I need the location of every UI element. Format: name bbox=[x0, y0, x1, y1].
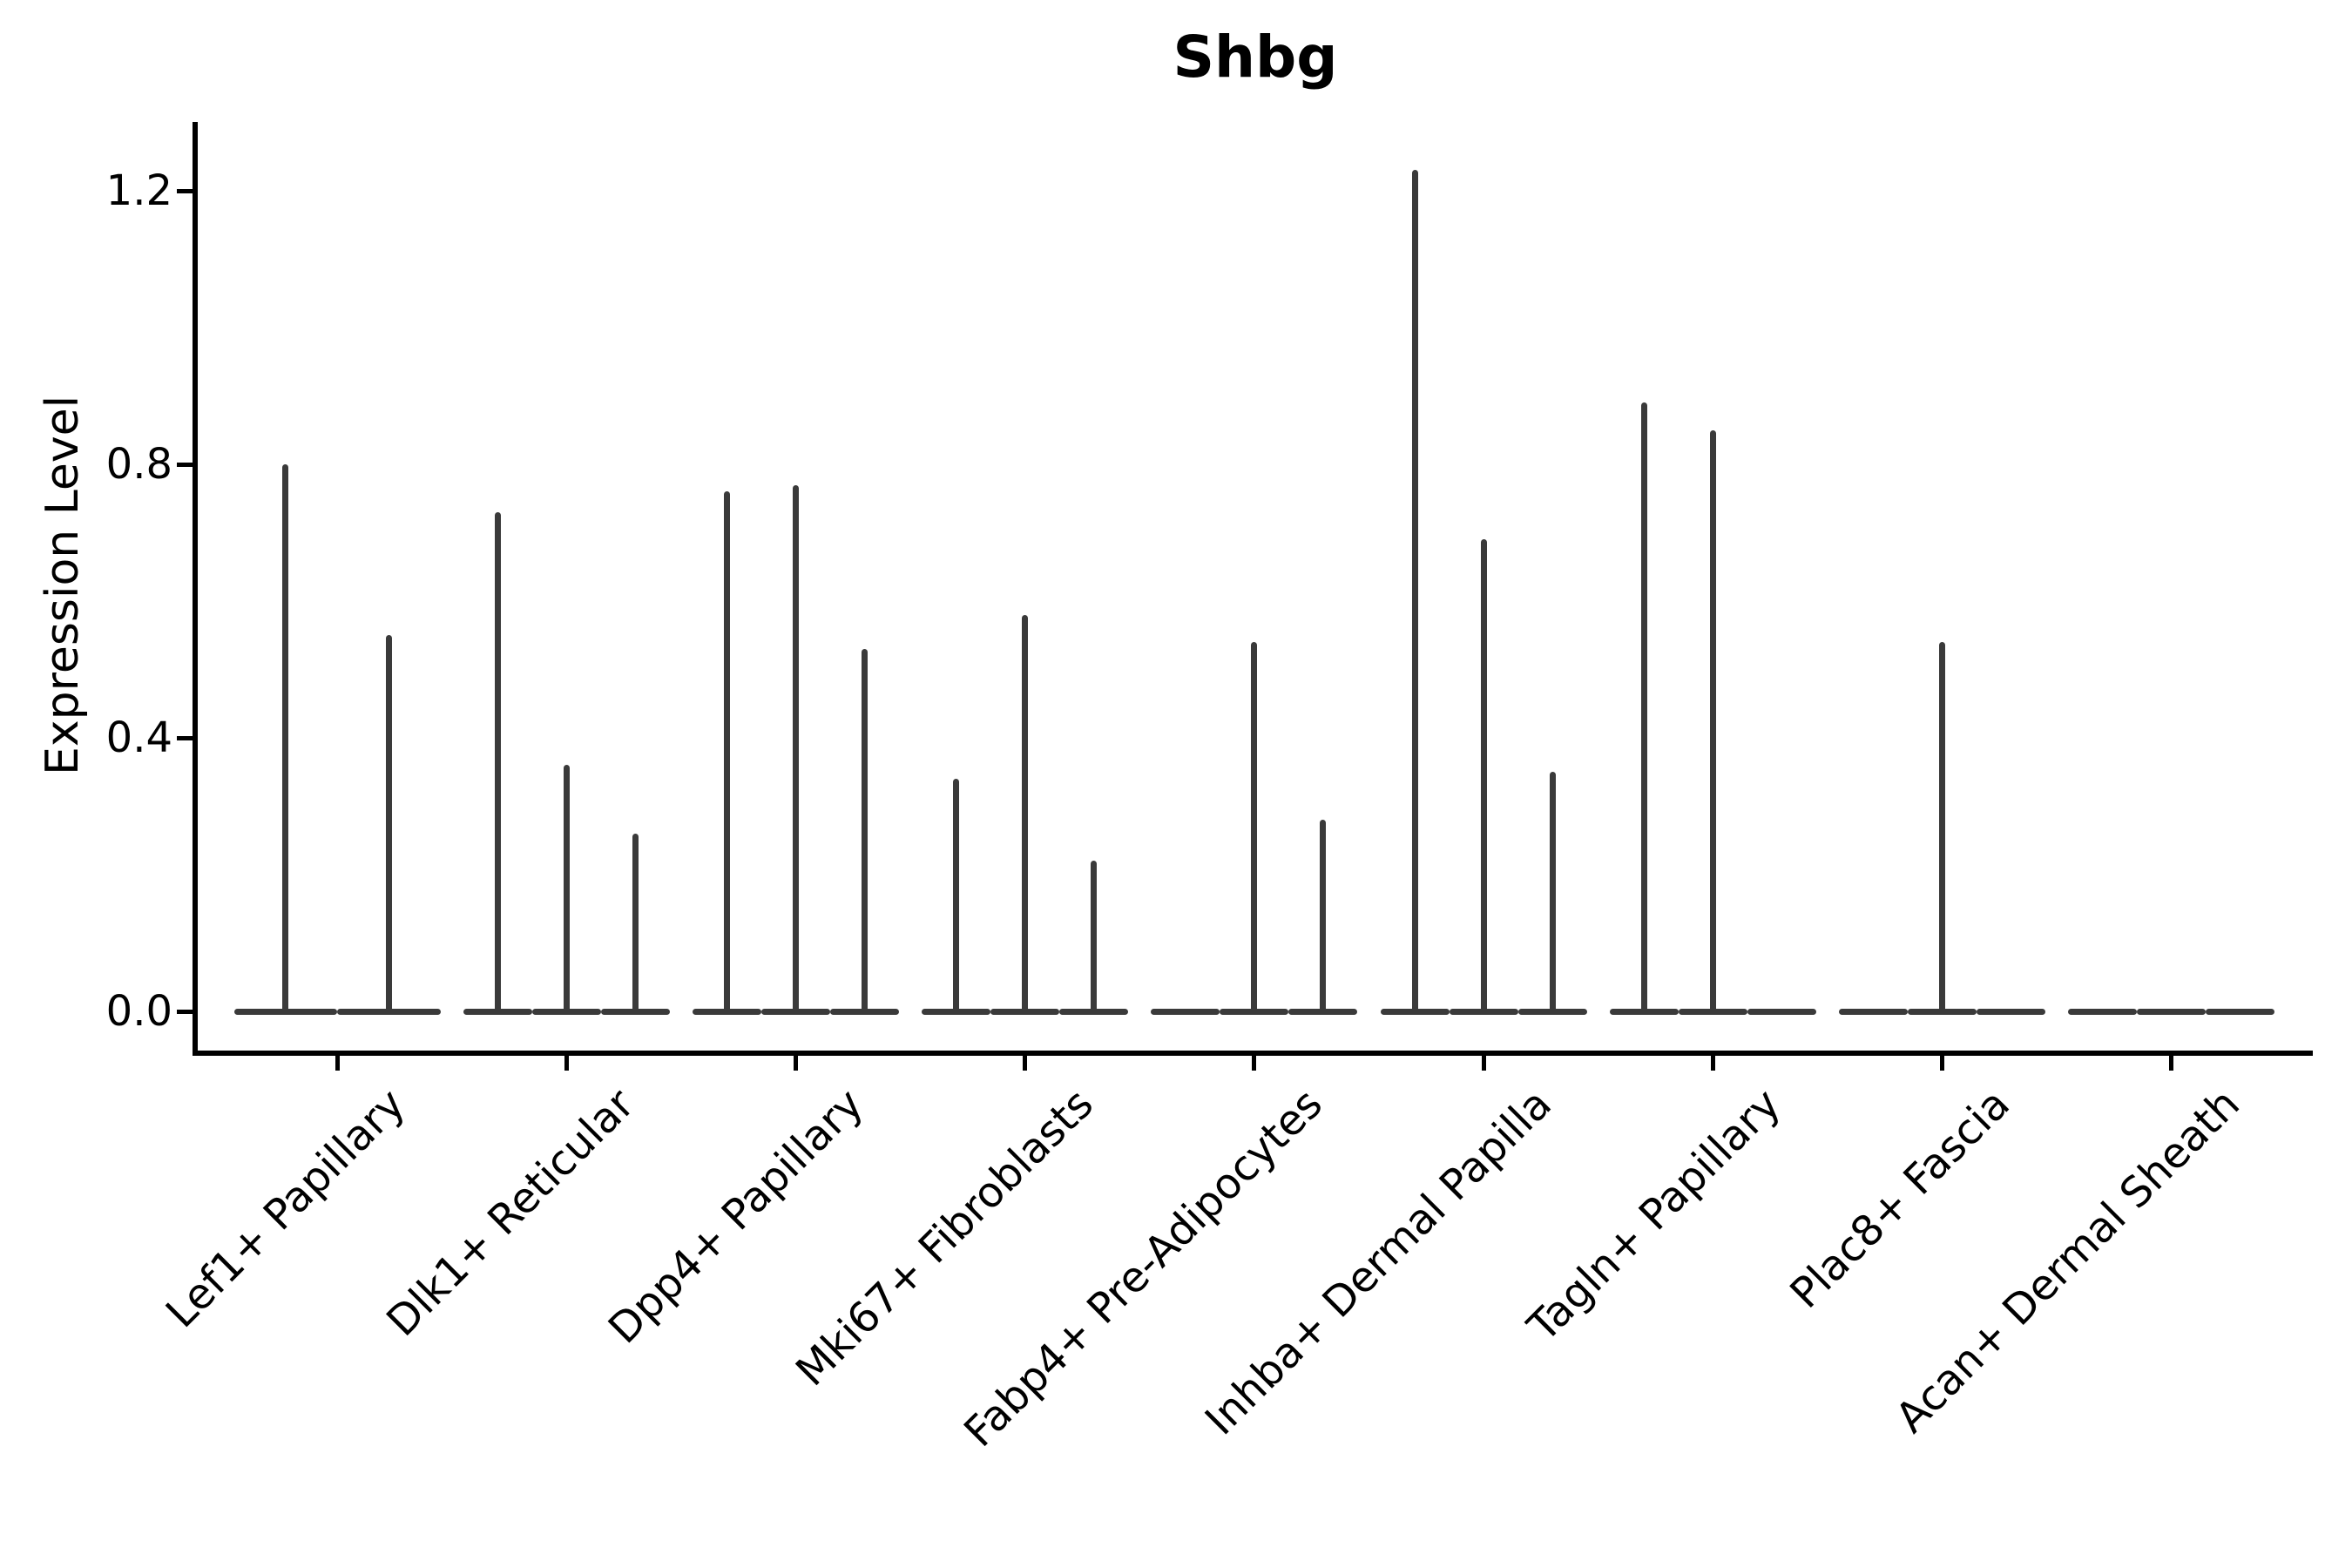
x-axis-tick bbox=[335, 1056, 340, 1071]
y-axis-tick bbox=[177, 462, 193, 467]
violin-spike bbox=[563, 765, 570, 1011]
violin-baseline bbox=[2206, 1008, 2275, 1015]
violin-baseline bbox=[1838, 1008, 1908, 1015]
x-axis-tick bbox=[1710, 1056, 1715, 1071]
y-axis-spine bbox=[193, 122, 198, 1056]
violin-baseline bbox=[2068, 1008, 2138, 1015]
x-axis-tick bbox=[1252, 1056, 1257, 1071]
violin-baseline bbox=[463, 1008, 532, 1015]
violin-baseline bbox=[1609, 1008, 1679, 1015]
violin-baseline bbox=[692, 1008, 761, 1015]
violin-spike bbox=[792, 484, 799, 1011]
violin-baseline bbox=[1907, 1008, 1977, 1015]
violin-baseline bbox=[1517, 1008, 1587, 1015]
violin-spike bbox=[385, 635, 392, 1011]
x-axis-tick bbox=[2169, 1056, 2174, 1071]
violin-spike bbox=[953, 779, 960, 1011]
violin-baseline bbox=[1678, 1008, 1747, 1015]
x-axis-line bbox=[193, 1051, 2313, 1056]
violin-baseline bbox=[1380, 1008, 1450, 1015]
y-axis-tick-label: 1.2 bbox=[105, 166, 172, 215]
violin-spike bbox=[632, 833, 639, 1011]
violin-spike bbox=[494, 511, 501, 1011]
violin-baseline bbox=[337, 1008, 441, 1015]
chart-title: Shbg bbox=[1173, 24, 1338, 91]
violin-baseline bbox=[1449, 1008, 1518, 1015]
violin-spike bbox=[1320, 820, 1327, 1011]
violin-spike bbox=[1480, 539, 1487, 1011]
violin-baseline bbox=[531, 1008, 601, 1015]
y-axis-tick bbox=[177, 188, 193, 193]
violin-baseline bbox=[600, 1008, 670, 1015]
y-axis-tick-label: 0.4 bbox=[105, 713, 172, 762]
violin-baseline bbox=[829, 1008, 899, 1015]
y-axis-tick bbox=[177, 735, 193, 740]
violin-baseline bbox=[990, 1008, 1060, 1015]
violin-baseline bbox=[2137, 1008, 2207, 1015]
violin-spike bbox=[1091, 861, 1098, 1011]
violin-spike bbox=[1251, 642, 1258, 1011]
violin-spike bbox=[1022, 614, 1029, 1011]
violin-baseline bbox=[233, 1008, 337, 1015]
violin-spike bbox=[1640, 402, 1647, 1011]
x-axis-tick bbox=[564, 1056, 569, 1071]
violin-baseline bbox=[1976, 1008, 2045, 1015]
violin-spike bbox=[1411, 170, 1418, 1011]
violin-spike bbox=[282, 464, 289, 1011]
violin-baseline bbox=[922, 1008, 991, 1015]
violin-baseline bbox=[1059, 1008, 1129, 1015]
y-axis-tick-label: 0.8 bbox=[105, 440, 172, 489]
violin-baseline bbox=[1288, 1008, 1358, 1015]
violin-spike bbox=[1938, 642, 1945, 1011]
violin-spike bbox=[861, 648, 868, 1011]
violin-baseline bbox=[760, 1008, 830, 1015]
y-axis-tick bbox=[177, 1009, 193, 1014]
violin-baseline bbox=[1151, 1008, 1220, 1015]
x-axis-tick bbox=[1939, 1056, 1944, 1071]
violin-baseline bbox=[1747, 1008, 1816, 1015]
x-axis-tick bbox=[1023, 1056, 1028, 1071]
x-axis-tick bbox=[1481, 1056, 1486, 1071]
x-axis-tick bbox=[793, 1056, 798, 1071]
violin-baseline bbox=[1220, 1008, 1289, 1015]
violin-spike bbox=[1709, 429, 1716, 1011]
violin-spike bbox=[1549, 772, 1556, 1011]
y-axis-tick-label: 0.0 bbox=[105, 987, 172, 1036]
violin-spike bbox=[723, 491, 730, 1011]
